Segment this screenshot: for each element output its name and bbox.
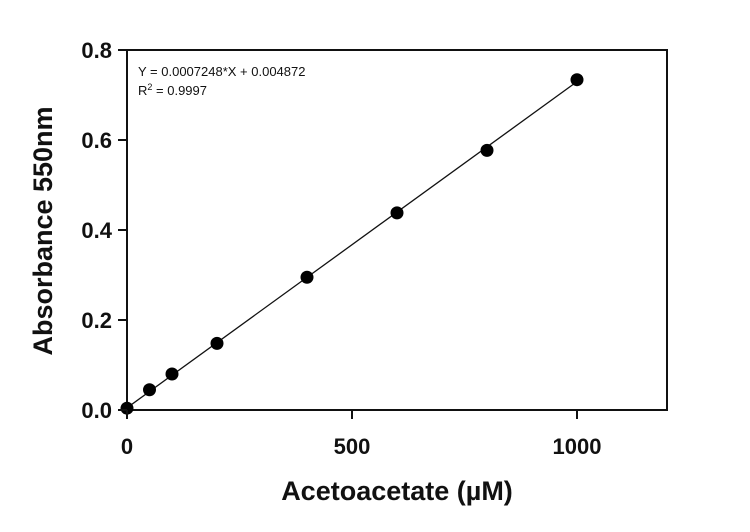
x-tick-label: 500: [334, 434, 371, 459]
regression-equation: Y = 0.0007248*X + 0.004872: [138, 64, 305, 79]
data-point: [390, 206, 404, 220]
data-point: [120, 401, 134, 415]
r-squared-symbol: R: [138, 83, 147, 98]
y-tick-label: 0.4: [81, 218, 112, 243]
y-axis-title: Absorbance 550nm: [28, 106, 58, 355]
data-point: [480, 143, 494, 157]
data-point: [300, 270, 314, 284]
r-squared-annotation: R2 = 0.9997: [138, 82, 207, 98]
x-axis-title: Acetoacetate (µM): [281, 476, 513, 506]
y-tick-label: 0.8: [81, 38, 112, 63]
y-tick-label: 0.2: [81, 308, 112, 333]
data-point: [210, 336, 224, 350]
r-squared-superscript: 2: [147, 82, 152, 92]
plot-frame: [126, 49, 668, 411]
regression-line: [126, 81, 578, 409]
x-tick-label: 1000: [553, 434, 602, 459]
r-squared-value: = 0.9997: [152, 83, 207, 98]
data-point: [165, 367, 179, 381]
data-point: [143, 383, 156, 397]
y-tick-label: 0.0: [81, 398, 112, 423]
data-point: [570, 73, 584, 87]
x-tick-label: 0: [121, 434, 133, 459]
y-tick-label: 0.6: [81, 128, 112, 153]
